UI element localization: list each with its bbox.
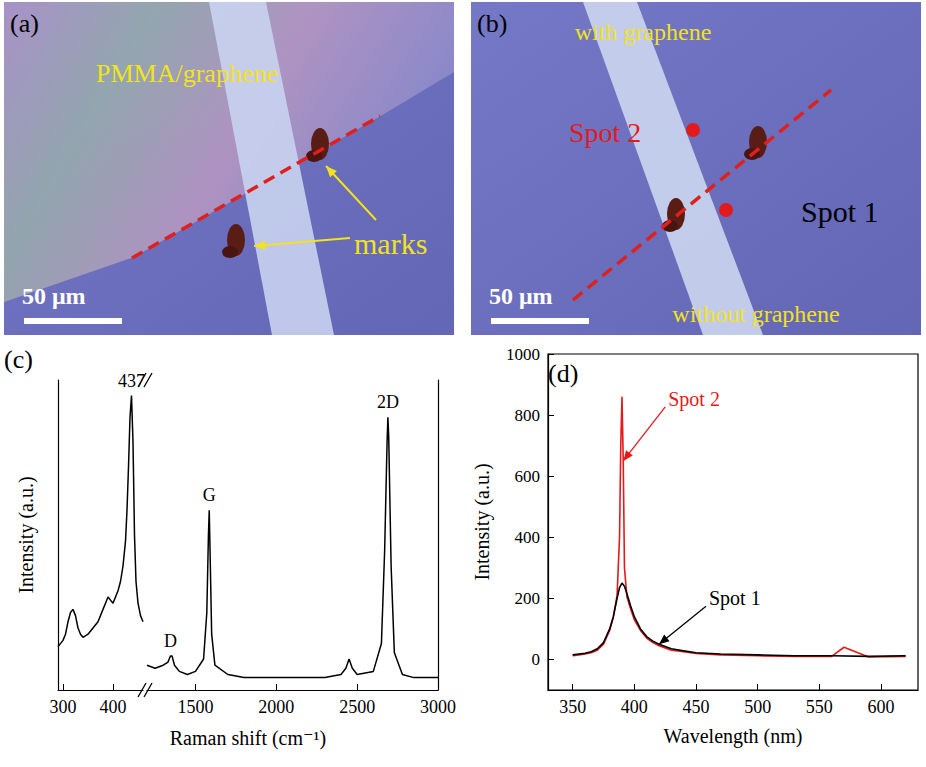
svg-text:Intensity (a.u.): Intensity (a.u.) [15, 476, 38, 593]
svg-text:without graphene: without graphene [672, 301, 839, 327]
svg-text:Spot 1: Spot 1 [709, 587, 761, 610]
svg-text:Spot 2: Spot 2 [668, 388, 720, 411]
svg-text:with graphene: with graphene [575, 19, 712, 45]
svg-text:3000: 3000 [420, 697, 456, 717]
svg-text:(c): (c) [4, 345, 33, 374]
svg-text:550: 550 [806, 697, 833, 717]
svg-text:400: 400 [515, 528, 541, 547]
svg-text:Spot 1: Spot 1 [801, 195, 879, 228]
svg-text:200: 200 [515, 589, 541, 608]
svg-text:2D: 2D [377, 392, 399, 412]
svg-text:Wavelength (nm): Wavelength (nm) [664, 725, 803, 748]
svg-text:0: 0 [532, 650, 541, 669]
svg-text:marks: marks [354, 227, 427, 260]
svg-text:350: 350 [559, 697, 586, 717]
svg-text:D: D [164, 631, 177, 651]
svg-text:Intensity (a.u.): Intensity (a.u.) [471, 463, 494, 580]
svg-text:Raman shift (cm⁻¹): Raman shift (cm⁻¹) [170, 727, 327, 750]
svg-text:300: 300 [50, 697, 77, 717]
svg-text:Spot 2: Spot 2 [569, 117, 641, 148]
svg-text:2000: 2000 [258, 697, 294, 717]
svg-text:(a): (a) [10, 9, 39, 38]
svg-text:450: 450 [683, 697, 710, 717]
svg-text:2500: 2500 [339, 697, 375, 717]
svg-text:400: 400 [621, 697, 648, 717]
svg-text:400: 400 [100, 697, 127, 717]
svg-text:500: 500 [744, 697, 771, 717]
svg-text:(d): (d) [548, 359, 578, 388]
svg-text:600: 600 [868, 697, 895, 717]
svg-text:437: 437 [118, 371, 145, 391]
svg-text:1000: 1000 [506, 345, 540, 364]
svg-text:PMMA/graphene: PMMA/graphene [96, 59, 278, 88]
svg-text:1500: 1500 [178, 697, 214, 717]
svg-text:(b): (b) [477, 9, 507, 38]
svg-text:50 μm: 50 μm [489, 283, 553, 309]
svg-text:800: 800 [515, 406, 541, 425]
svg-text:G: G [203, 485, 216, 505]
svg-text:50 μm: 50 μm [22, 283, 86, 309]
svg-text:600: 600 [515, 467, 541, 486]
